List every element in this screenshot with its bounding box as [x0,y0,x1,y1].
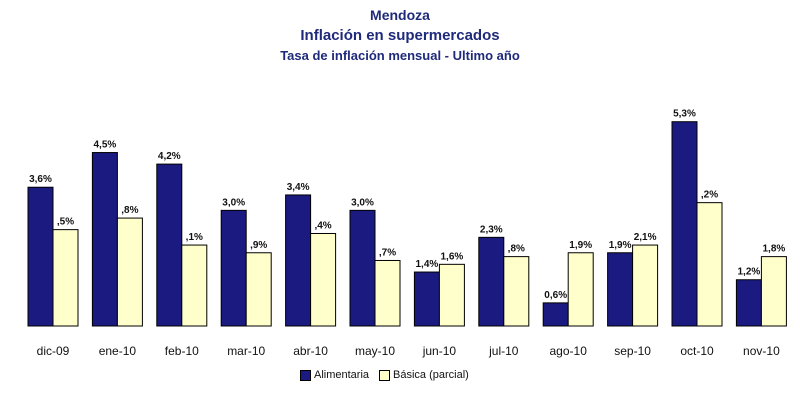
data-label-basica-ago-10: 1,9% [569,240,592,251]
x-tick-label-mar-10: mar-10 [227,344,265,358]
legend-label-alimentaria: Alimentaria [314,369,370,381]
bar-alimentaria-ene-10 [91,152,118,327]
data-label-alimentaria-abr-10: 3,4% [287,182,310,193]
bar-basica-jun-10 [438,263,465,327]
x-tick-label-oct-10: oct-10 [680,344,714,358]
chart-subtitle: Inflación en supermercados [300,27,500,44]
data-label-basica-ene-10: ,8% [121,205,138,216]
bar-basica-ago-10 [567,252,594,327]
data-label-basica-abr-10: ,4% [314,220,331,231]
x-tick-label-jun-10: jun-10 [422,344,457,358]
bar-alimentaria-ago-10 [542,302,569,327]
legend-item-basica: Básica (parcial) [379,369,469,381]
data-label-alimentaria-jun-10: 1,4% [416,259,439,270]
x-tick-label-dic-09: dic-09 [37,344,70,358]
data-label-alimentaria-mar-10: 3,0% [222,197,245,208]
chart-titles: Mendoza Inflación en supermercados Tasa … [0,6,800,66]
bar-alimentaria-jun-10 [413,271,440,327]
data-label-basica-feb-10: ,1% [186,232,203,243]
x-tick-label-may-10: may-10 [355,344,395,358]
bar-alimentaria-oct-10 [671,121,698,327]
x-tick-label-sep-10: sep-10 [614,344,651,358]
data-label-basica-dic-09: ,5% [57,217,74,228]
legend-swatch-basica [379,369,391,381]
data-label-basica-oct-10: ,2% [701,190,718,201]
chart-title: Mendoza [370,7,430,23]
x-tick-label-feb-10: feb-10 [165,344,199,358]
data-label-alimentaria-dic-09: 3,6% [29,174,52,185]
bar-basica-sep-10 [632,244,659,327]
bar-alimentaria-sep-10 [607,252,634,327]
data-label-basica-jun-10: 1,6% [441,251,464,262]
data-label-basica-jul-10: ,8% [508,244,525,255]
bar-basica-oct-10 [696,202,723,327]
bar-basica-may-10 [374,259,401,327]
data-label-alimentaria-feb-10: 4,2% [158,151,181,162]
x-tick-label-jul-10: jul-10 [488,344,519,358]
bar-basica-mar-10 [245,252,272,327]
data-label-basica-sep-10: 2,1% [634,232,657,243]
bar-basica-dic-09 [52,229,79,327]
bar-alimentaria-mar-10 [220,209,247,327]
bar-basica-abr-10 [310,232,337,327]
x-tick-label-ene-10: ene-10 [99,344,137,358]
bar-basica-nov-10 [760,256,787,327]
data-label-basica-mar-10: ,9% [250,240,267,251]
bar-alimentaria-jul-10 [478,236,505,327]
bar-basica-jul-10 [503,256,530,327]
chart-subtitle-2: Tasa de inflación mensual - Ultimo año [280,48,520,63]
bar-basica-ene-10 [116,217,143,327]
data-label-alimentaria-jul-10: 2,3% [480,224,503,235]
data-label-alimentaria-may-10: 3,0% [351,197,374,208]
data-label-alimentaria-ene-10: 4,5% [94,140,117,151]
bar-alimentaria-dic-09 [27,186,54,327]
data-label-basica-nov-10: 1,8% [763,244,786,255]
legend-item-alimentaria: Alimentaria [300,369,369,381]
bar-alimentaria-may-10 [349,209,376,327]
data-label-basica-may-10: ,7% [379,247,396,258]
data-label-alimentaria-ago-10: 0,6% [544,290,567,301]
x-tick-label-nov-10: nov-10 [743,344,780,358]
bar-alimentaria-feb-10 [156,163,183,327]
data-label-alimentaria-sep-10: 1,9% [609,240,632,251]
data-label-alimentaria-nov-10: 1,2% [738,267,761,278]
chart-legend: Alimentaria Básica (parcial) [300,369,479,381]
legend-label-basica: Básica (parcial) [393,369,469,381]
data-label-alimentaria-oct-10: 5,3% [673,109,696,120]
bar-basica-feb-10 [181,244,208,327]
legend-swatch-alimentaria [300,369,311,381]
x-tick-label-ago-10: ago-10 [550,344,588,358]
bar-alimentaria-nov-10 [735,279,762,327]
bar-alimentaria-abr-10 [285,194,312,327]
x-tick-label-abr-10: abr-10 [293,344,328,358]
